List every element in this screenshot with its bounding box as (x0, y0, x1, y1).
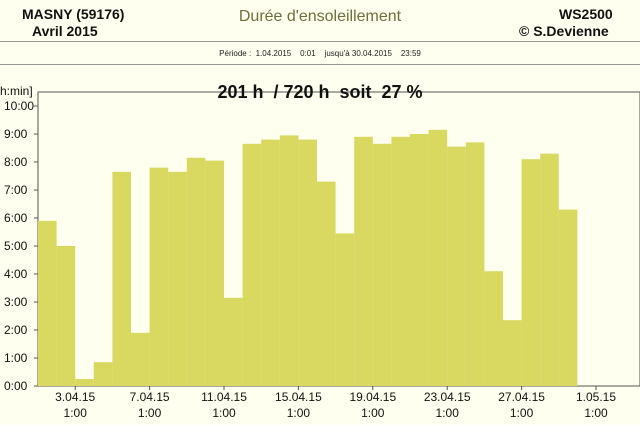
x-tick-label-date: 1.05.15 (576, 390, 616, 404)
x-tick-label-time: 1:00 (436, 406, 460, 420)
bar (410, 134, 429, 386)
y-tick-label: 9:00 (4, 127, 28, 141)
bar (75, 379, 94, 386)
x-tick-label-time: 1:00 (64, 406, 88, 420)
copyright: © S.Devienne (519, 23, 609, 39)
bar (335, 233, 355, 386)
separator-top (0, 41, 640, 42)
y-tick-label: 1:00 (4, 351, 28, 365)
device-title: WS2500 (559, 6, 613, 22)
bar (540, 153, 559, 386)
x-tick-label-time: 1:00 (361, 406, 385, 420)
bar (279, 135, 299, 386)
bar (93, 362, 113, 386)
y-tick-label: 10:00 (4, 99, 34, 113)
x-tick-label-date: 15.04.15 (275, 390, 322, 404)
bar (391, 136, 410, 386)
bar (261, 139, 280, 386)
y-tick-label: 5:00 (4, 239, 28, 253)
month-title: Avril 2015 (32, 23, 98, 39)
y-tick-label: 6:00 (4, 211, 28, 225)
bar (38, 220, 57, 386)
bar (205, 160, 224, 386)
y-tick-label: 2:00 (4, 323, 28, 337)
x-tick-label-time: 1:00 (138, 406, 162, 420)
bar (224, 297, 243, 386)
bar (372, 143, 392, 386)
separator-bottom (0, 64, 640, 65)
bar (131, 332, 150, 386)
bar (558, 209, 578, 386)
bar (56, 246, 76, 386)
period-label: Période : 1.04.2015 0:01 jusqu'à 30.04.2… (219, 49, 421, 58)
y-tick-label: 7:00 (4, 183, 28, 197)
bar (298, 139, 317, 386)
station-title: MASNY (59176) (22, 6, 125, 22)
bar (149, 167, 169, 386)
bar (428, 129, 448, 387)
bar (242, 143, 262, 386)
x-tick-label-date: 7.04.15 (130, 390, 170, 404)
x-tick-label-time: 1:00 (584, 406, 608, 420)
y-tick-label: 8:00 (4, 155, 28, 169)
x-tick-label-date: 23.04.15 (424, 390, 471, 404)
bar (503, 320, 522, 386)
bar (465, 142, 485, 386)
y-tick-label: 0:00 (4, 379, 28, 393)
x-tick-label-time: 1:00 (287, 406, 311, 420)
x-tick-label-date: 11.04.15 (201, 390, 247, 404)
y-tick-label: 4:00 (4, 267, 28, 281)
x-tick-label-time: 1:00 (510, 406, 534, 420)
bar (484, 271, 503, 386)
bar (186, 157, 206, 386)
y-axis-label: h:min] (0, 84, 33, 98)
y-tick-label: 3:00 (4, 295, 28, 309)
bar (447, 146, 466, 386)
bar (168, 171, 187, 386)
bar (317, 181, 336, 386)
x-tick-label-date: 27.04.15 (498, 390, 545, 404)
summary-label: 201 h / 720 h soit 27 % (217, 82, 423, 102)
x-tick-label-date: 3.04.15 (55, 390, 95, 404)
x-tick-label-date: 19.04.15 (349, 390, 396, 404)
x-tick-label-time: 1:00 (212, 406, 236, 420)
bar (521, 159, 541, 386)
bar (354, 136, 373, 386)
chart-title: Durée d'ensoleillement (238, 8, 402, 25)
bar (112, 171, 131, 386)
